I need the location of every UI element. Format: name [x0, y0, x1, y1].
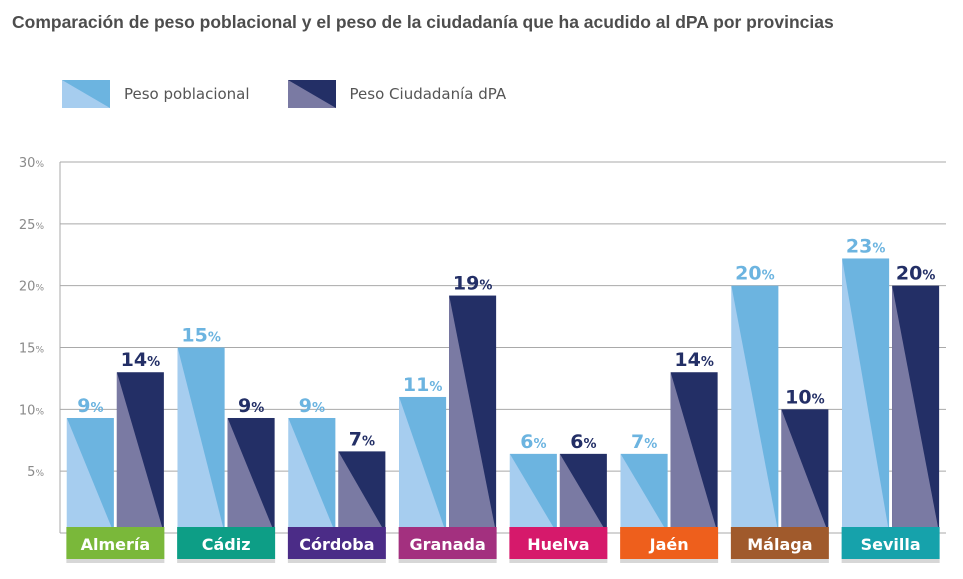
- bar-shade-peso-ciudadania: [892, 285, 940, 533]
- bar-shade-peso-ciudadania: [670, 372, 718, 533]
- category-box: [398, 527, 497, 559]
- legend: Peso poblacional Peso Ciudadanía dPA: [62, 80, 544, 108]
- category-label: Málaga: [747, 535, 812, 554]
- category-box: [66, 527, 165, 559]
- category-box-shadow: [730, 559, 829, 563]
- category-box-shadow: [177, 559, 276, 563]
- data-label-peso-poblacional: 11%: [403, 374, 442, 396]
- category-label: Jaén: [649, 535, 689, 554]
- bar-shade-peso-ciudadania: [227, 417, 275, 533]
- legend-swatch-peso-ciudadania: [287, 80, 336, 108]
- bar-shade-peso-poblacional: [399, 396, 447, 533]
- data-label-peso-ciudadania: 14%: [121, 349, 160, 371]
- category-label: Granada: [409, 535, 485, 554]
- y-tick-label: 30%: [19, 156, 45, 171]
- bar-shade-peso-ciudadania: [449, 295, 497, 533]
- chart-title: Comparación de peso poblacional y el pes…: [12, 12, 834, 32]
- bar-shade-peso-poblacional: [509, 453, 557, 533]
- legend-item-peso-ciudadania: Peso Ciudadanía dPA: [287, 80, 507, 108]
- category-box-shadow: [509, 559, 608, 563]
- data-label-peso-poblacional: 23%: [846, 235, 885, 257]
- data-label-peso-poblacional: 6%: [520, 431, 546, 453]
- data-label-peso-poblacional: 9%: [299, 395, 325, 417]
- y-tick-label: 10%: [19, 403, 45, 418]
- legend-label-peso-ciudadania: Peso Ciudadanía dPA: [349, 85, 507, 103]
- category-label: Huelva: [527, 535, 589, 554]
- bar-shade-peso-ciudadania: [559, 453, 607, 533]
- category-label: Sevilla: [861, 535, 921, 554]
- data-label-peso-poblacional: 7%: [631, 431, 657, 453]
- data-label-peso-poblacional: 20%: [735, 263, 774, 285]
- category-box: [177, 527, 276, 559]
- category-label: Córdoba: [299, 535, 374, 554]
- bar-shade-peso-poblacional: [620, 453, 668, 533]
- category-box-shadow: [841, 559, 940, 563]
- bar-shade-peso-ciudadania: [781, 409, 829, 533]
- y-tick-label: 15%: [19, 342, 45, 357]
- data-label-peso-ciudadania: 20%: [896, 263, 935, 285]
- bar-shade-peso-poblacional: [288, 417, 336, 533]
- category-box-shadow: [398, 559, 497, 563]
- bar-shade-peso-poblacional: [177, 347, 225, 533]
- category-box-shadow: [66, 559, 165, 563]
- data-label-peso-ciudadania: 19%: [453, 273, 492, 295]
- data-label-peso-poblacional: 9%: [77, 395, 103, 417]
- y-tick-label: 25%: [19, 218, 45, 233]
- category-label: Almería: [81, 535, 151, 554]
- data-label-peso-ciudadania: 9%: [238, 395, 264, 417]
- category-box: [287, 527, 386, 559]
- bar-shade-peso-ciudadania: [338, 451, 386, 533]
- bar-shade-peso-poblacional: [731, 285, 779, 533]
- category-box-shadow: [287, 559, 386, 563]
- data-label-peso-ciudadania: 14%: [674, 349, 713, 371]
- category-box: [509, 527, 608, 559]
- data-label-peso-ciudadania: 6%: [570, 431, 596, 453]
- data-label-peso-ciudadania: 7%: [349, 428, 375, 450]
- legend-swatch-peso-poblacional: [62, 80, 110, 108]
- data-label-peso-ciudadania: 10%: [785, 386, 824, 408]
- legend-item-peso-poblacional: Peso poblacional: [62, 80, 250, 108]
- y-tick-label: 5%: [27, 465, 44, 480]
- y-tick-label: 20%: [19, 280, 45, 295]
- bar-shade-peso-poblacional: [66, 417, 114, 533]
- bar-shade-peso-ciudadania: [116, 372, 164, 533]
- category-box: [730, 527, 829, 559]
- legend-label-peso-poblacional: Peso poblacional: [124, 85, 250, 103]
- category-label: Cádiz: [202, 535, 251, 554]
- category-box: [620, 527, 719, 559]
- category-box-shadow: [620, 559, 719, 563]
- category-box: [841, 527, 940, 559]
- bar-shade-peso-poblacional: [842, 258, 890, 533]
- data-label-peso-poblacional: 15%: [181, 325, 220, 347]
